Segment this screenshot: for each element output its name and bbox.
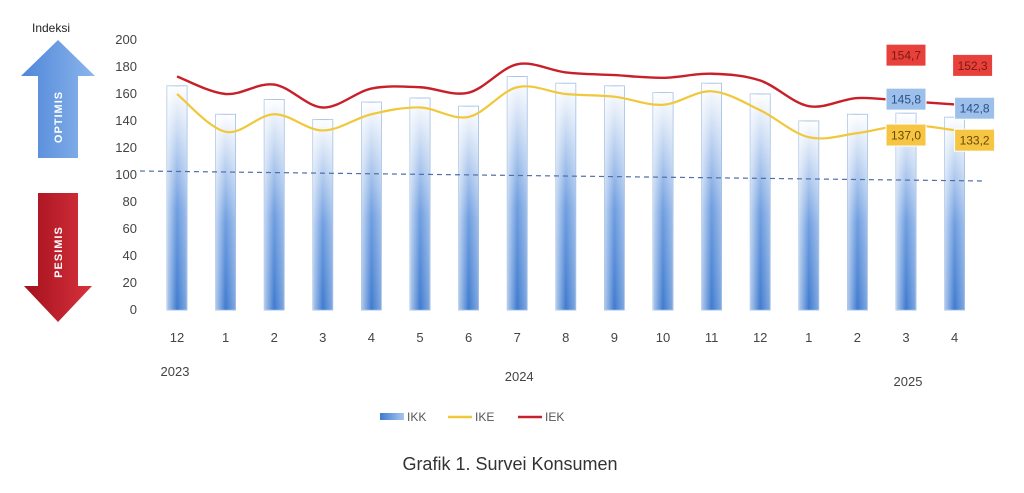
ikk-bar <box>749 93 771 311</box>
chart-caption: Grafik 1. Survei Konsumen <box>402 454 617 474</box>
ikk-bar <box>798 120 820 311</box>
ikk-bar <box>895 112 917 311</box>
ikk-bar <box>506 76 528 311</box>
svg-text:IEK: IEK <box>545 410 564 424</box>
pesimis-arrow: PESIMIS <box>24 193 92 322</box>
svg-text:142,8: 142,8 <box>960 102 990 116</box>
x-tick-label: 12 <box>753 330 767 345</box>
ike-data-label: 137,0 <box>885 123 927 147</box>
iek-data-label: 154,7 <box>885 43 927 67</box>
ikk-bar <box>263 99 285 311</box>
x-tick-label: 4 <box>951 330 958 345</box>
y-tick-label: 0 <box>130 302 137 317</box>
y-tick-label: 160 <box>115 86 137 101</box>
x-tick-label: 9 <box>611 330 618 345</box>
ikk-bar <box>944 116 965 311</box>
year-label: 2024 <box>505 369 534 384</box>
line-series <box>176 62 955 140</box>
ikk-data-label: 145,8 <box>885 87 927 111</box>
year-label: 2025 <box>894 374 923 389</box>
y-axis-label: Indeksi <box>32 21 70 35</box>
ikk-bar <box>555 82 577 311</box>
x-tick-label: 1 <box>222 330 229 345</box>
y-tick-label: 180 <box>115 59 137 74</box>
x-tick-label: 8 <box>562 330 569 345</box>
pesimis-label: PESIMIS <box>53 226 65 278</box>
ikk-bar <box>409 97 431 311</box>
y-axis-ticks: 0 20 40 60 80 100 120 140 160 180 200 <box>115 32 137 317</box>
optimis-label: OPTIMIS <box>53 91 65 143</box>
x-tick-label: 12 <box>170 330 184 345</box>
x-tick-label: 11 <box>705 330 719 345</box>
y-tick-label: 20 <box>123 275 137 290</box>
legend-item-ike: IKE <box>448 410 494 424</box>
ikk-bar <box>166 85 188 311</box>
x-tick-label: 7 <box>514 330 521 345</box>
ikk-bar <box>215 113 237 311</box>
svg-text:IKE: IKE <box>475 410 494 424</box>
legend: IKK IKE IEK <box>380 410 564 424</box>
x-tick-label: 6 <box>465 330 472 345</box>
svg-text:137,0: 137,0 <box>891 129 921 143</box>
threshold-line <box>139 170 986 182</box>
svg-text:152,3: 152,3 <box>958 59 988 73</box>
ikk-bar <box>652 92 674 311</box>
ike-data-label: 133,2 <box>954 128 996 152</box>
optimis-arrow: OPTIMIS <box>21 40 95 158</box>
ikk-data-label: 142,8 <box>954 96 996 120</box>
x-tick-label: 1 <box>805 330 812 345</box>
ike-line <box>176 85 955 140</box>
y-tick-label: 100 <box>115 167 137 182</box>
y-tick-label: 120 <box>115 140 137 155</box>
svg-text:154,7: 154,7 <box>891 49 921 63</box>
ikk-bars <box>166 76 965 311</box>
ikk-bar <box>458 105 480 311</box>
year-labels: 2023 2024 2025 <box>161 364 923 389</box>
legend-item-ikk: IKK <box>380 410 426 424</box>
y-tick-label: 80 <box>123 194 137 209</box>
data-labels: 154,7 152,3 145,8 142,8 137,0 133,2 <box>885 43 996 152</box>
legend-item-iek: IEK <box>518 410 564 424</box>
x-tick-label: 4 <box>368 330 375 345</box>
x-tick-label: 2 <box>271 330 278 345</box>
year-label: 2023 <box>161 364 190 379</box>
iek-data-label: 152,3 <box>952 53 994 77</box>
x-tick-label: 10 <box>656 330 670 345</box>
y-tick-label: 140 <box>115 113 137 128</box>
ikk-bar <box>312 119 334 311</box>
ikk-bar <box>701 82 722 311</box>
y-tick-label: 200 <box>115 32 137 47</box>
x-axis-ticks: 12 1 2 3 4 5 6 7 8 9 10 11 12 1 2 3 4 <box>170 330 958 345</box>
x-tick-label: 3 <box>902 330 909 345</box>
iek-line <box>176 62 955 109</box>
x-tick-label: 2 <box>854 330 861 345</box>
x-tick-label: 3 <box>319 330 326 345</box>
y-tick-label: 40 <box>123 248 137 263</box>
svg-text:133,2: 133,2 <box>960 134 990 148</box>
svg-text:IKK: IKK <box>407 410 426 424</box>
ikk-bar <box>847 113 868 311</box>
y-tick-label: 60 <box>123 221 137 236</box>
ikk-bar <box>604 85 625 311</box>
svg-text:145,8: 145,8 <box>891 93 921 107</box>
ikk-bar <box>360 101 382 311</box>
x-tick-label: 5 <box>416 330 423 345</box>
